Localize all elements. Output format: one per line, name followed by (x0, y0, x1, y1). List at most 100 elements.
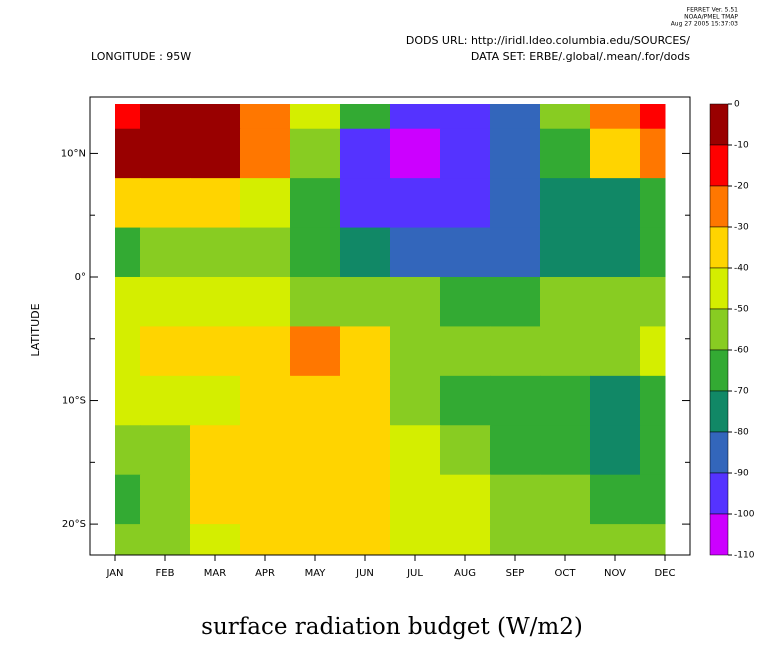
contour-cell (440, 227, 491, 278)
contour-cell (640, 375, 666, 426)
colorbar-swatch (709, 226, 729, 269)
contour-cell (290, 425, 341, 476)
contour-cell (240, 128, 291, 179)
contour-cell (140, 227, 191, 278)
x-tick-label: AUG (454, 568, 476, 579)
contour-cell (240, 104, 291, 130)
contour-cell (540, 276, 591, 327)
colorbar-swatch (709, 267, 729, 310)
contour-cell (115, 326, 141, 377)
contour-cell (490, 375, 541, 426)
x-tick-label: NOV (604, 568, 626, 579)
contour-cell (490, 425, 541, 476)
contour-cell (590, 326, 641, 377)
contour-cell (540, 425, 591, 476)
contour-cell (490, 178, 541, 229)
contour-cell (115, 375, 141, 426)
dods-url: DODS URL: http://iridl.ldeo.columbia.edu… (406, 34, 690, 47)
contour-cell (540, 375, 591, 426)
colorbar-swatch (709, 513, 729, 556)
contour-cell (640, 524, 666, 556)
contour-cell (390, 524, 441, 556)
contour-cell (640, 178, 666, 229)
contour-cell (140, 375, 191, 426)
contour-cell (540, 326, 591, 377)
contour-cell (190, 178, 241, 229)
contour-cell (290, 178, 341, 229)
contour-cell (340, 474, 391, 525)
contour-cell (115, 178, 141, 229)
contour-cell (190, 375, 241, 426)
contour-cell (640, 104, 666, 130)
contour-cell (290, 104, 341, 130)
y-tick-label: 0° (75, 272, 86, 283)
contour-cell (290, 128, 341, 179)
colorbar-label: -70 (734, 387, 749, 397)
contour-cell (190, 474, 241, 525)
x-tick-label: APR (255, 568, 275, 579)
contour-cell (590, 178, 641, 229)
contour-cell (390, 227, 441, 278)
contour-cell (140, 128, 191, 179)
colorbar-label: -50 (734, 305, 749, 315)
plot-frame (89, 96, 691, 556)
colorbar-swatch (709, 431, 729, 474)
contour-cell (540, 128, 591, 179)
contour-cell (115, 104, 141, 130)
contour-cell (540, 178, 591, 229)
contour-cell (190, 227, 241, 278)
contour-cell (590, 375, 641, 426)
y-tick-label: 20°S (62, 519, 86, 530)
contour-cell (240, 326, 291, 377)
contour-cell (115, 128, 141, 179)
contour-cell (640, 227, 666, 278)
contour-cell (640, 326, 666, 377)
contour-cell (590, 128, 641, 179)
contour-cell (290, 524, 341, 556)
contour-cell (440, 474, 491, 525)
contour-cell (440, 178, 491, 229)
contour-cell (340, 227, 391, 278)
contour-cell (390, 276, 441, 327)
contour-cell (240, 425, 291, 476)
contour-cell (340, 104, 391, 130)
contour-cell (340, 128, 391, 179)
contour-cell (440, 425, 491, 476)
contour-cell (115, 474, 141, 525)
contour-cell (590, 474, 641, 525)
contour-cell (190, 425, 241, 476)
x-tick-label: FEB (156, 568, 175, 579)
x-tick-label: MAY (305, 568, 327, 579)
contour-cell (490, 326, 541, 377)
contour-cell (190, 326, 241, 377)
contour-cell (640, 128, 666, 179)
contour-cell (390, 326, 441, 377)
contour-cell (440, 128, 491, 179)
colorbar-swatch (709, 144, 729, 187)
contour-cell (240, 375, 291, 426)
colorbar-swatch (709, 472, 729, 515)
x-tick-label: MAR (204, 568, 226, 579)
contour-cell (340, 375, 391, 426)
contour-cell (140, 276, 191, 327)
contour-cell (140, 178, 191, 229)
colorbar-swatch (709, 390, 729, 433)
contour-cell (340, 326, 391, 377)
contour-cell (440, 375, 491, 426)
y-tick-label: 10°S (62, 396, 86, 407)
contour-cell (340, 425, 391, 476)
contour-cell (190, 128, 241, 179)
contour-cell (140, 104, 191, 130)
contour-cell (140, 524, 191, 556)
contour-cell (290, 326, 341, 377)
contour-cell (190, 524, 241, 556)
contour-cell (590, 524, 641, 556)
contour-cell (340, 524, 391, 556)
contour-cell (540, 524, 591, 556)
colorbar-label: -20 (734, 182, 749, 192)
contour-cell (440, 326, 491, 377)
contour-cell (240, 474, 291, 525)
contour-cell (390, 474, 441, 525)
colorbar-label: 0 (734, 100, 740, 110)
contour-cell (290, 227, 341, 278)
